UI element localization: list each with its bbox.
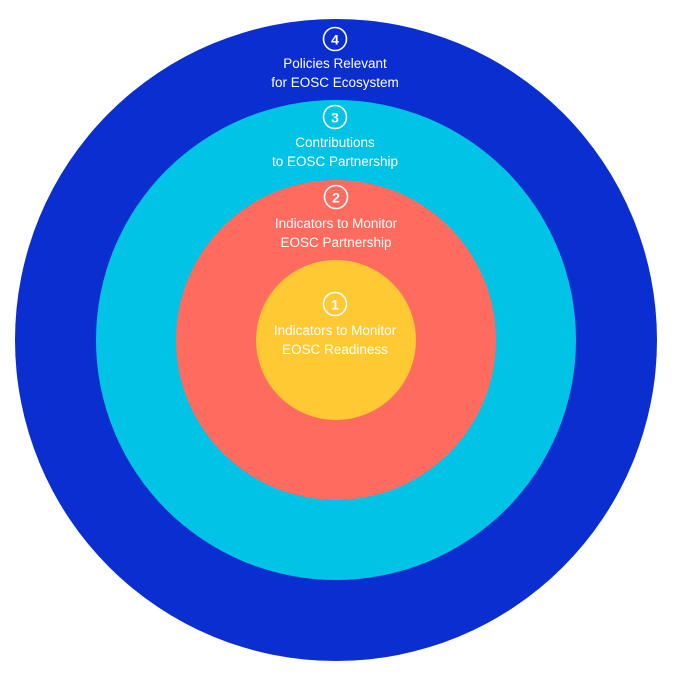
ring-1-number-badge	[322, 291, 348, 317]
ring-2-number-badge	[323, 184, 349, 210]
ring-1-circle	[256, 260, 416, 420]
ring-2-title-line2: EOSC Partnership	[280, 235, 391, 250]
ring-1-title-line2: EOSC Readiness	[282, 342, 388, 357]
ring-4-number-badge	[322, 26, 348, 52]
ring-3-number-badge	[322, 104, 348, 130]
ring-2-label: 2 Indicators to Monitor EOSC Partnership	[275, 184, 398, 250]
ring-3-number: 3	[331, 110, 339, 126]
ring-3-label: 3 Contributions to EOSC Partnership	[272, 104, 398, 169]
ring-4-number: 4	[331, 32, 339, 48]
ring-3-title-line1: Contributions	[295, 135, 375, 150]
ring-2-title-line1: Indicators to Monitor	[275, 216, 398, 231]
ring-4-title-line2: for EOSC Ecosystem	[271, 75, 399, 90]
ring-1-number: 1	[331, 297, 339, 313]
ring-4-title-line1: Policies Relevant	[283, 56, 387, 71]
ring-1-label: 1 Indicators to Monitor EOSC Readiness	[274, 291, 397, 357]
ring-3-title-line2: to EOSC Partnership	[272, 154, 398, 169]
ring-2-number: 2	[332, 190, 340, 206]
ring-1-title-line1: Indicators to Monitor	[274, 323, 397, 338]
ring-4-label: 4 Policies Relevant for EOSC Ecosystem	[271, 26, 399, 90]
